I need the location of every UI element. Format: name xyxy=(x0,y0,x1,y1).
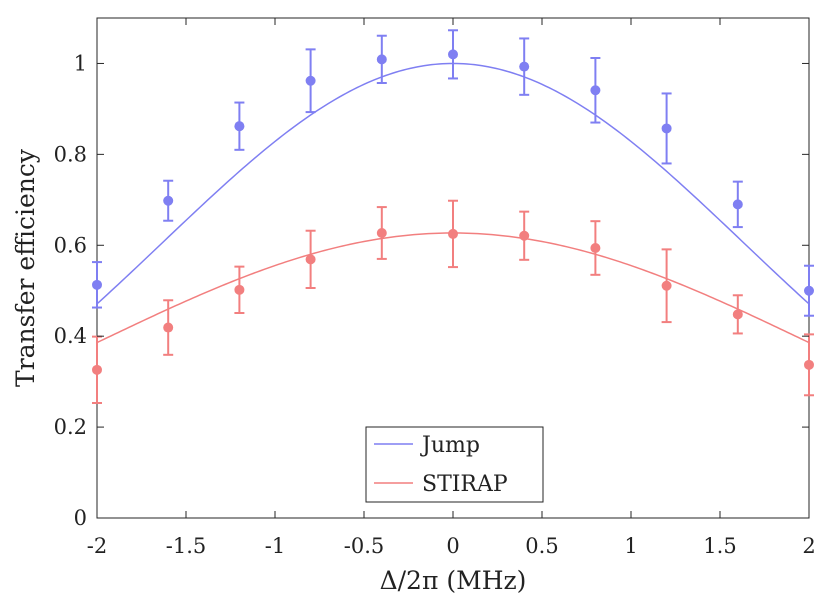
x-tick-label: 0 xyxy=(446,534,459,558)
data-point-stirap xyxy=(163,322,174,333)
axis-ticks: -2 -1.5 -1 -0.5 0 0.5 1 1.5 2 0 0.2 0.4 0.6 0.8 1 xyxy=(54,18,816,558)
data-point-jump xyxy=(163,195,174,206)
data-point-stirap xyxy=(448,228,458,239)
data-point-jump xyxy=(92,279,102,290)
x-tick-label: 0.5 xyxy=(525,534,558,558)
data-point-stirap xyxy=(234,284,245,295)
y-tick-label: 0 xyxy=(74,506,87,530)
x-tick-label: -1.5 xyxy=(166,534,207,558)
data-point-stirap xyxy=(519,230,530,241)
y-tick-label: 1 xyxy=(74,51,87,75)
data-point-jump xyxy=(590,85,601,96)
legend-box xyxy=(365,426,544,503)
x-tick-label: -2 xyxy=(87,534,107,558)
data-point-jump xyxy=(376,54,387,65)
y-tick-label: 0.6 xyxy=(54,233,87,257)
y-tick-label: 0.4 xyxy=(54,324,87,348)
data-point-jump xyxy=(234,121,245,132)
data-point-jump xyxy=(732,199,743,210)
data-point-stirap xyxy=(732,309,743,320)
x-tick-label: 2 xyxy=(802,534,815,558)
y-tick-label: 0.2 xyxy=(54,415,87,439)
x-tick-label: 1.5 xyxy=(703,534,736,558)
data-points xyxy=(92,49,814,375)
legend-label-jump: Jump xyxy=(420,433,480,458)
legend-label-stirap: STIRAP xyxy=(422,472,508,497)
x-tick-label: -0.5 xyxy=(344,534,385,558)
data-point-jump xyxy=(804,285,814,296)
data-point-jump xyxy=(519,61,530,72)
x-axis-title: Δ/2π (MHz) xyxy=(380,566,527,595)
data-point-stirap xyxy=(590,243,601,253)
data-point-stirap xyxy=(92,364,102,375)
data-point-stirap xyxy=(804,359,814,370)
data-point-stirap xyxy=(661,280,672,291)
x-tick-label: -1 xyxy=(265,534,285,558)
y-tick-label: 0.8 xyxy=(54,142,87,166)
x-tick-label: 1 xyxy=(624,534,637,558)
y-axis-title: Transfer efficiency xyxy=(11,148,40,387)
data-point-stirap xyxy=(305,254,316,265)
data-point-jump xyxy=(305,75,316,86)
legend: Jump STIRAP xyxy=(365,426,544,503)
data-point-jump xyxy=(661,123,672,134)
data-point-stirap xyxy=(376,228,387,238)
data-point-jump xyxy=(448,49,458,60)
